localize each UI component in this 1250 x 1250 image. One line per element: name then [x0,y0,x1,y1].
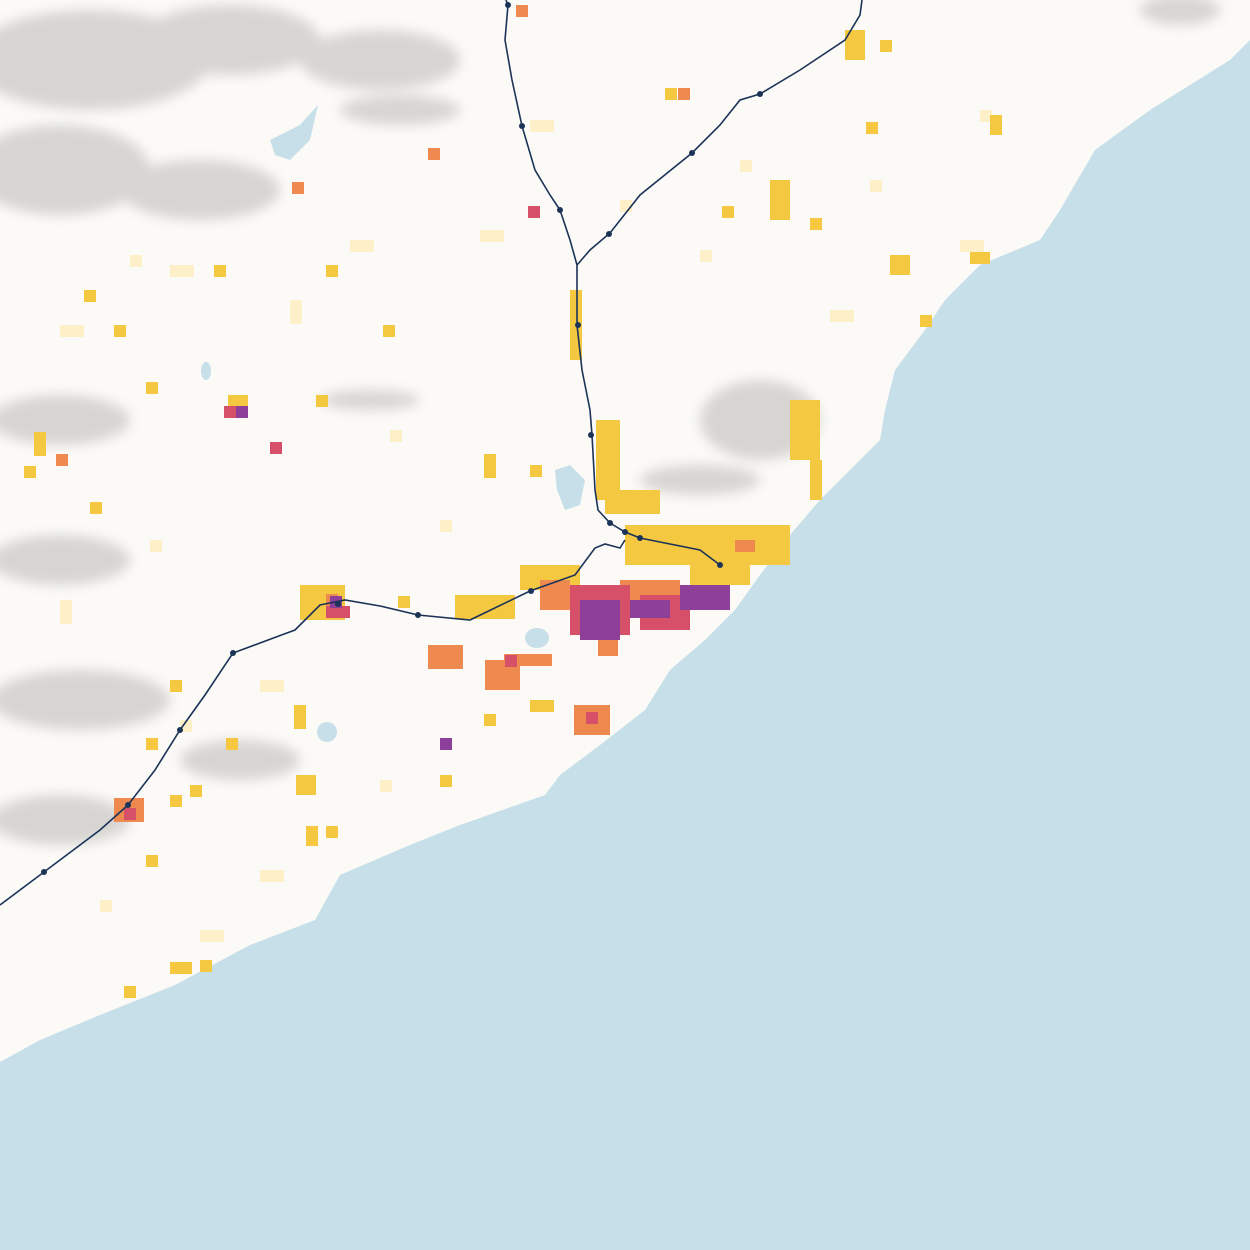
density-cells [24,5,1002,998]
lakes [201,105,585,742]
stations [41,2,763,875]
sea [0,40,1250,1250]
